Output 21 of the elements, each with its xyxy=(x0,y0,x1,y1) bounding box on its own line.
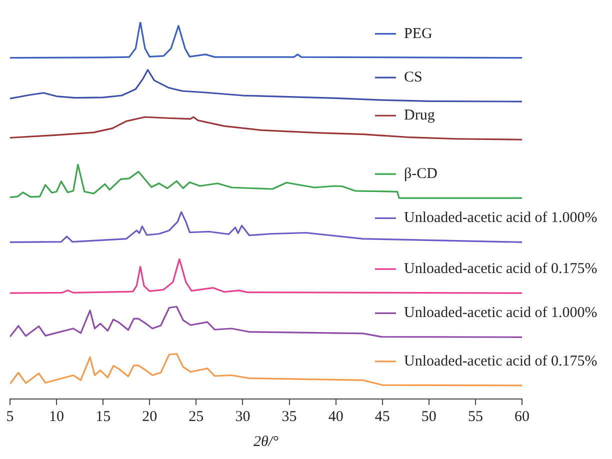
legend-label: Unloaded-acetic acid of 0.175% xyxy=(404,353,598,370)
x-tick-label: 55 xyxy=(468,408,483,425)
x-tick-label: 5 xyxy=(6,408,14,425)
legend-label: Drug xyxy=(404,108,436,124)
x-tick-label: 30 xyxy=(235,408,250,425)
x-tick-label: 25 xyxy=(188,408,204,425)
x-tick-label: 60 xyxy=(514,408,530,425)
legend-label: Unloaded-acetic acid of 1.000% xyxy=(404,210,598,226)
legend-label: PEG xyxy=(404,26,433,42)
legend-label: Unloaded-acetic acid of 1.000% xyxy=(404,305,598,322)
x-tick-label: 45 xyxy=(374,408,390,425)
x-tick-label: 10 xyxy=(49,408,64,425)
legend-label: Unloaded-acetic acid of 0.175% xyxy=(404,261,598,277)
x-tick-label: 50 xyxy=(421,408,436,425)
x-tick-label: 40 xyxy=(328,408,344,425)
legend-label: CS xyxy=(404,69,422,86)
x-axis-title: 2θ/° xyxy=(253,434,279,450)
x-tick-label: 15 xyxy=(96,408,111,425)
x-tick-label: 35 xyxy=(282,408,297,425)
x-tick-label: 20 xyxy=(142,408,158,425)
legend-label: β-CD xyxy=(404,166,438,182)
